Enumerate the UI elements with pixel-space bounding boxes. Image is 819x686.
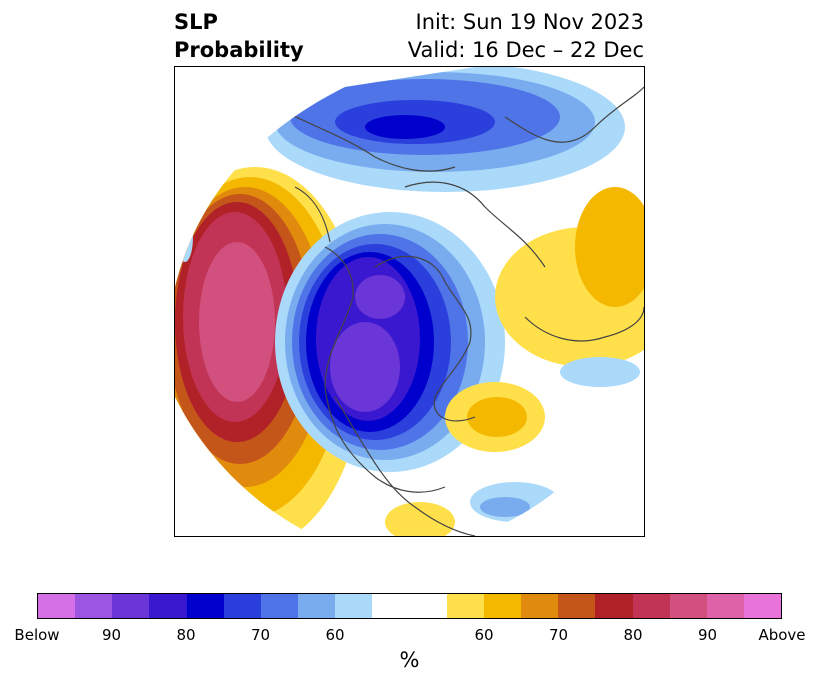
probability-map bbox=[174, 66, 645, 537]
colorbar-ticks: Below 90 80 70 60 60 70 80 90 Above bbox=[14, 626, 805, 646]
colorbar-segment bbox=[112, 594, 150, 618]
colorbar-tick-label: Above bbox=[758, 626, 806, 644]
positive-anomaly-west bbox=[175, 167, 365, 536]
colorbar-tick-label: 60 bbox=[325, 626, 345, 644]
colorbar-segment bbox=[706, 594, 744, 618]
colorbar-segment bbox=[186, 594, 224, 618]
colorbar-segment bbox=[149, 594, 187, 618]
colorbar bbox=[37, 593, 782, 619]
colorbar-segment bbox=[632, 594, 670, 618]
map-title-left: SLP Probability bbox=[174, 8, 304, 64]
colorbar-tick-label: Below bbox=[14, 626, 60, 644]
colorbar-segment bbox=[743, 594, 782, 618]
colorbar-tick-label: 70 bbox=[548, 626, 569, 644]
colorbar-tick-label: 80 bbox=[623, 626, 643, 644]
positive-anomaly-east bbox=[495, 187, 644, 367]
colorbar-segment bbox=[75, 594, 113, 618]
negative-anomaly-north bbox=[265, 67, 625, 192]
positive-anomaly-atlantic bbox=[445, 382, 545, 452]
colorbar-tick-label: 60 bbox=[474, 626, 494, 644]
colorbar-tick-label: 80 bbox=[176, 626, 196, 644]
colorbar-segment bbox=[446, 594, 484, 618]
positive-anomaly-south bbox=[385, 502, 455, 536]
colorbar-tick-label: 90 bbox=[697, 626, 718, 644]
colorbar-segment bbox=[558, 594, 596, 618]
title-quantity: Probability bbox=[174, 38, 304, 62]
colorbar-tick-label: 70 bbox=[250, 626, 271, 644]
coastlines bbox=[274, 86, 644, 536]
colorbar-segment bbox=[669, 594, 707, 618]
colorbar-segment bbox=[521, 594, 559, 618]
colorbar-segment bbox=[372, 594, 410, 618]
colorbar-segment bbox=[409, 594, 447, 618]
title-variable: SLP bbox=[174, 10, 218, 34]
colorbar-segment bbox=[335, 594, 373, 618]
colorbar-segment bbox=[38, 594, 76, 618]
colorbar-segment bbox=[223, 594, 261, 618]
colorbar-segment bbox=[595, 594, 633, 618]
valid-range: Valid: 16 Dec – 22 Dec bbox=[407, 38, 644, 62]
colorbar-unit-label: % bbox=[399, 648, 420, 672]
init-date: Init: Sun 19 Nov 2023 bbox=[415, 10, 644, 34]
map-title-right: Init: Sun 19 Nov 2023 Valid: 16 Dec – 22… bbox=[408, 8, 644, 64]
colorbar-segment bbox=[483, 594, 522, 618]
colorbar-segment bbox=[260, 594, 299, 618]
map-graphic bbox=[175, 67, 644, 536]
colorbar-segment bbox=[298, 594, 336, 618]
colorbar-tick-label: 90 bbox=[101, 626, 122, 644]
